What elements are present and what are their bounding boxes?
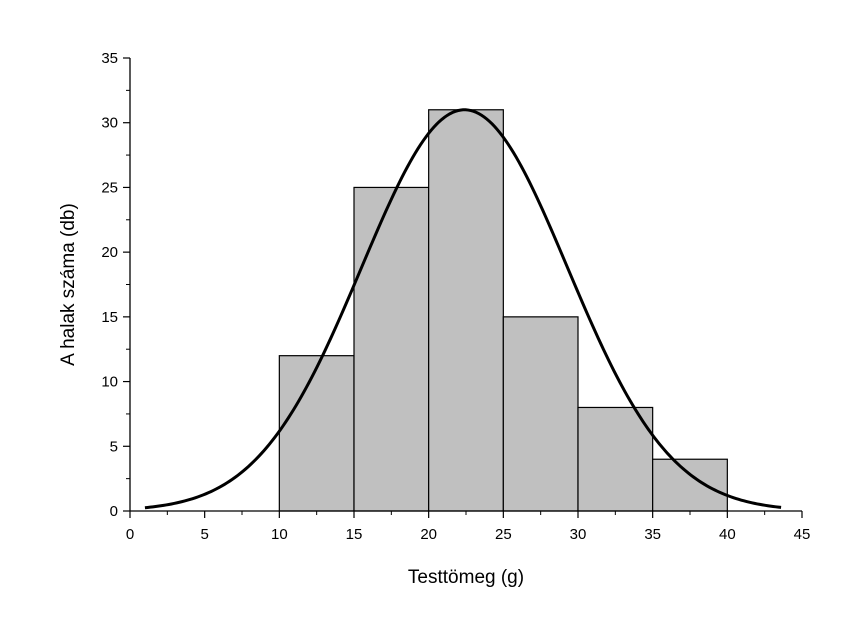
histogram-bar-1 [278,355,355,512]
normal-fit-curve [144,108,782,510]
y-tick-label: 30 [101,115,118,132]
y-tick-label: 15 [101,309,118,326]
x-tick-label: 30 [570,526,587,543]
y-ticks: 0 5 10 15 20 25 30 35 [101,50,130,520]
y-tick-label: 10 [101,374,118,391]
x-tick-label: 35 [644,526,661,543]
axes: 0 5 10 15 20 25 30 35 40 45 0 5 10 15 20 25 30 35 [101,50,810,543]
x-tick-label: 5 [200,526,208,543]
y-axis-title: A halak száma (db) [58,203,79,366]
y-tick-label: 20 [101,244,118,261]
y-tick-label: 35 [101,50,118,67]
histogram-bars [278,109,728,512]
x-tick-label: 25 [495,526,512,543]
histogram-bar-2 [353,186,430,512]
histogram-bar-5 [577,406,654,512]
x-tick-label: 10 [271,526,288,543]
x-ticks: 0 5 10 15 20 25 30 35 40 45 [126,511,811,543]
x-axis-title: Testtömeg (g) [408,567,524,588]
y-tick-label: 0 [110,503,118,520]
histogram-bar-4 [502,316,579,512]
x-tick-label: 45 [794,526,811,543]
histogram-bar-6 [652,458,728,512]
x-tick-label: 20 [420,526,437,543]
x-tick-label: 40 [719,526,736,543]
x-tick-label: 15 [346,526,363,543]
x-tick-label: 0 [126,526,134,543]
y-tick-label: 5 [110,438,118,455]
histogram-bar-3 [428,109,504,512]
y-tick-label: 25 [101,179,118,196]
